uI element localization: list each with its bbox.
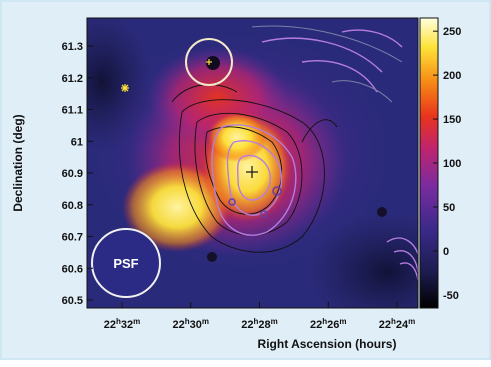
dec-tick-label: 61: [71, 136, 83, 148]
gray-contours: [251, 25, 403, 103]
ra-tick-hours: 22: [379, 319, 391, 331]
colorbar-ticks: 250 200 150 100 50 0 -50: [433, 26, 461, 302]
black-contours: [171, 84, 338, 253]
dec-tick-label: 61.1: [62, 105, 83, 117]
pulsar-circle: [185, 38, 233, 86]
star-marker: [121, 84, 129, 92]
purple-contours: [211, 29, 418, 281]
source-marker: [272, 186, 282, 196]
x-axis-label: Right Ascension (hours): [258, 337, 397, 351]
colorbar-tick-label: 150: [443, 114, 461, 126]
ra-unit-m: m: [202, 317, 209, 326]
ra-unit-h: h: [116, 317, 121, 326]
dec-tick-label: 61.3: [62, 41, 83, 53]
declination-ticks: 61.3 61.2 61.1 61 60.9 60.8 60.7 60.6 60.5: [62, 41, 93, 307]
ra-tick-minutes: 28: [258, 319, 270, 331]
ra-unit-m: m: [133, 317, 140, 326]
ra-tick-label: 22h32m: [104, 317, 141, 332]
ra-unit-m: m: [408, 317, 415, 326]
ra-tick-label: 22h28m: [241, 317, 278, 332]
sky-map: [87, 18, 418, 308]
source-marker: [228, 198, 236, 206]
colorbar-tick-label: 200: [443, 70, 461, 82]
colorbar-tick-label: 0: [443, 246, 449, 258]
ra-tick-hours: 22: [104, 319, 116, 331]
right-ascension-ticks: 22h32m 22h30m 22h28m 22h26m 22h24m: [104, 302, 416, 332]
ra-unit-h: h: [185, 317, 190, 326]
ra-unit-h: h: [391, 317, 396, 326]
dec-tick-label: 60.7: [62, 232, 83, 244]
psf-label: PSF: [113, 256, 138, 271]
dec-tick-label: 60.6: [62, 263, 83, 275]
ra-unit-m: m: [339, 317, 346, 326]
dec-tick-label: 60.8: [62, 200, 83, 212]
colorbar-tick-label: 250: [443, 26, 461, 38]
map-frame: [86, 17, 419, 309]
ra-tick-label: 22h30m: [172, 317, 209, 332]
sky-map-figure: PSF 61.3 61.2 61.1 61 60.9 60.8 60.7 60.6 60.5 2…: [11, 17, 461, 351]
colorbar-tick-label: 50: [443, 202, 455, 214]
dec-tick-label: 61.2: [62, 73, 83, 85]
ra-tick-hours: 22: [241, 319, 253, 331]
ra-tick-minutes: 26: [327, 319, 339, 331]
colorbar-tick-label: -50: [443, 290, 459, 302]
ra-tick-minutes: 24: [396, 319, 409, 331]
dec-tick-label: 60.9: [62, 168, 83, 180]
psf-circle: [91, 228, 161, 298]
ra-unit-m: m: [271, 317, 278, 326]
ra-tick-hours: 22: [172, 319, 184, 331]
ra-tick-label: 22h26m: [310, 317, 347, 332]
ra-tick-label: 22h24m: [379, 317, 416, 332]
source-marker: [260, 210, 268, 218]
y-axis-label: Declination (deg): [11, 114, 25, 211]
ra-unit-h: h: [253, 317, 258, 326]
ra-tick-minutes: 32: [121, 319, 133, 331]
pulsar-cross: [206, 59, 212, 65]
ra-tick-hours: 22: [310, 319, 322, 331]
dec-tick-label: 60.5: [62, 295, 83, 307]
colorbar-tick-label: 100: [443, 158, 461, 170]
ra-tick-minutes: 30: [190, 319, 202, 331]
centroid-cross: [246, 166, 258, 178]
ra-unit-h: h: [322, 317, 327, 326]
